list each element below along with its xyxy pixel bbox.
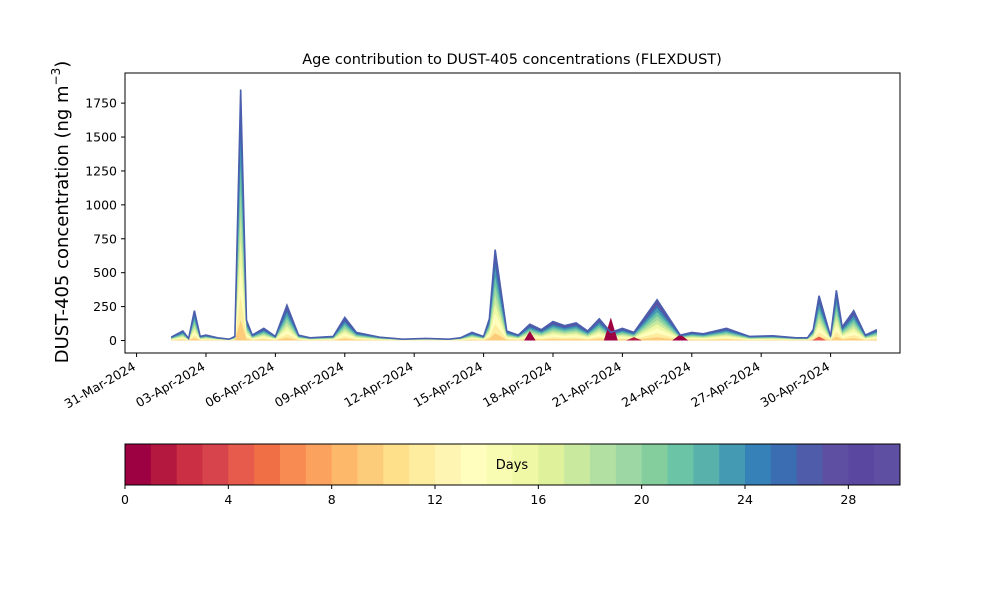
colorbar-cell [822, 444, 849, 485]
colorbar-cell [512, 444, 539, 485]
colorbar-cell [693, 444, 720, 485]
y-axis-label: DUST-405 concentration (ng m−3) [49, 61, 73, 364]
colorbar-cell [719, 444, 746, 485]
colorbar-tick-label: 20 [634, 492, 650, 507]
y-tick-label: 0 [109, 333, 117, 348]
short-age-contribution [625, 337, 643, 341]
colorbar-cell [305, 444, 333, 485]
colorbar-cell [538, 444, 565, 485]
colorbar-cell [228, 444, 255, 485]
y-axis-label-close: ) [52, 61, 73, 68]
short-age-contribution [672, 334, 689, 341]
age-band-area [171, 320, 877, 341]
colorbar-tick-label: 0 [121, 492, 129, 507]
y-tick-label: 1500 [85, 130, 117, 145]
total-concentration-line [170, 89, 878, 341]
colorbar-cell [176, 444, 203, 485]
colorbar-tick-label: 28 [840, 492, 856, 507]
plot-frame [124, 72, 901, 354]
colorbar-tick-label: 4 [224, 492, 232, 507]
short-age-spikes [524, 317, 826, 341]
y-axis: 0 250 500 750 1000 1250 1500 1750 [85, 96, 125, 348]
y-tick-label: 250 [93, 299, 117, 314]
colorbar-cell [486, 444, 513, 485]
colorbar-cell [383, 444, 410, 485]
y-axis-label-exponent: −3 [49, 68, 63, 86]
colorbar-cell [874, 444, 901, 485]
age-stack-layers [171, 89, 877, 341]
colorbar-tick-label: 16 [530, 492, 546, 507]
colorbar-tick-label: 8 [328, 492, 336, 507]
colorbar-cell [409, 444, 436, 485]
colorbar-cell [331, 444, 358, 485]
colorbar-frame [124, 443, 901, 486]
colorbar-cell [125, 444, 152, 485]
colorbar-cell [770, 444, 798, 485]
short-age-contribution [524, 331, 536, 341]
colorbar-cell [280, 444, 307, 485]
colorbar-cell [667, 444, 694, 485]
y-tick-label: 1250 [85, 163, 117, 178]
y-tick-label: 1750 [85, 96, 117, 111]
short-age-contribution [812, 336, 826, 341]
short-age-contribution [603, 317, 618, 341]
colorbar-cell [150, 444, 178, 485]
colorbar-cell [796, 444, 823, 485]
y-tick-label: 1000 [85, 197, 117, 212]
plot-area [124, 72, 901, 354]
colorbar-cell [460, 444, 488, 485]
colorbar: Days 0 4 8 12 16 20 24 28 [121, 443, 901, 507]
colorbar-cell [254, 444, 281, 485]
colorbar-tick-label: 24 [737, 492, 753, 507]
colorbar-cell [435, 444, 462, 485]
chart-title: Age contribution to DUST-405 concentrati… [302, 52, 722, 68]
colorbar-ticks: 0 4 8 12 16 20 24 28 [121, 485, 856, 507]
colorbar-cell [202, 444, 229, 485]
colorbar-cell [615, 444, 643, 485]
colorbar-cell [357, 444, 384, 485]
y-tick-label: 750 [93, 231, 117, 246]
y-tick-label: 500 [93, 265, 117, 280]
colorbar-cells [125, 444, 901, 485]
colorbar-cell [641, 444, 668, 485]
y-axis-label-main: DUST-405 concentration (ng m [52, 85, 73, 363]
colorbar-cell [590, 444, 617, 485]
colorbar-cell [564, 444, 591, 485]
colorbar-cell [745, 444, 772, 485]
colorbar-label: Days [496, 458, 529, 473]
colorbar-tick-label: 12 [427, 492, 443, 507]
colorbar-cell [848, 444, 875, 485]
